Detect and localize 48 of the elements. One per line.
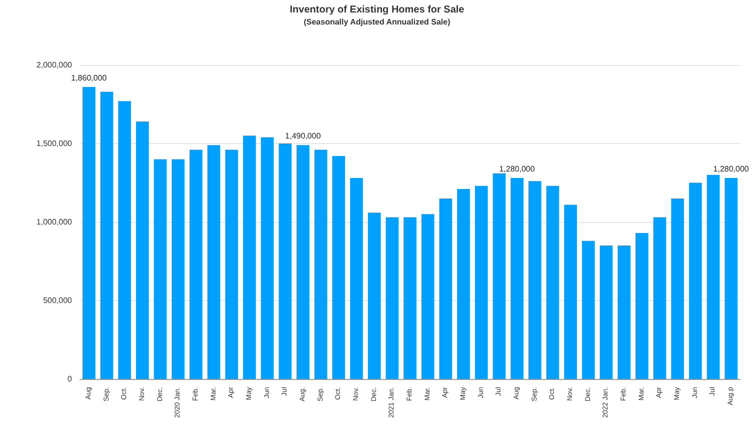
bar [600, 246, 613, 379]
bar [386, 217, 399, 379]
bar [278, 144, 292, 379]
bar [118, 101, 132, 379]
bar [421, 214, 434, 379]
bar [296, 145, 310, 379]
bar [510, 178, 524, 379]
bar [492, 173, 506, 379]
chart-title: Inventory of Existing Homes for Sale [290, 4, 465, 16]
bar [82, 86, 96, 379]
data-label: 1,490,000 [285, 132, 322, 141]
bar [474, 186, 488, 379]
bar [528, 181, 542, 379]
data-label: 1,860,000 [71, 73, 108, 82]
y-tick-label: 2,000,000 [36, 60, 73, 70]
y-tick-label: 500,000 [43, 296, 73, 305]
bar [243, 136, 256, 379]
bar [671, 198, 684, 379]
y-tick-label: 1,500,000 [36, 139, 73, 148]
y-tick-label: 1,000,000 [36, 218, 73, 226]
bar [546, 186, 560, 379]
bar [618, 246, 630, 379]
bar [457, 189, 470, 379]
bar [653, 217, 666, 379]
bar [136, 122, 149, 379]
bar [260, 137, 274, 379]
bar [190, 150, 202, 379]
bar [350, 178, 363, 379]
bar [439, 198, 452, 379]
bar [225, 150, 238, 379]
bar [404, 217, 416, 379]
data-label: 1,280,000 [713, 164, 750, 174]
bar [368, 212, 381, 379]
bar [724, 178, 738, 379]
data-label: 1,280,000 [499, 164, 536, 174]
chart-subtitle: (Seasonally Adjusted Annualized Sale) [304, 18, 451, 26]
bar [207, 145, 220, 379]
y-tick-label: 0 [68, 374, 73, 384]
bar [154, 159, 167, 379]
bar [564, 204, 577, 379]
bar [332, 156, 346, 379]
bar [582, 240, 595, 379]
bar [314, 150, 328, 379]
bar [706, 174, 720, 379]
bar [100, 92, 114, 379]
bar [688, 182, 702, 379]
bar [172, 159, 185, 379]
bar [635, 232, 648, 379]
